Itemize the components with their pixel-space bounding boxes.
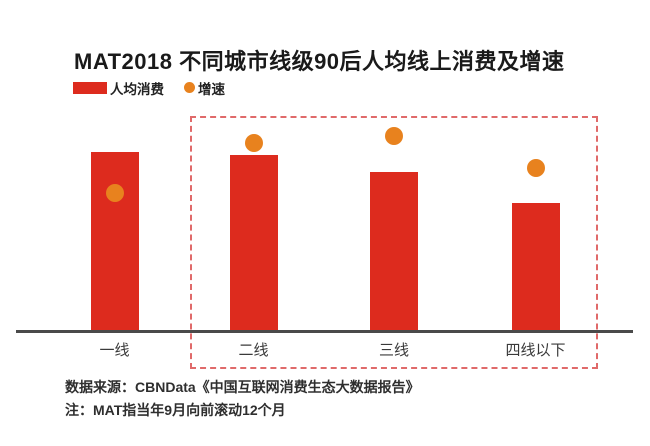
growth-dot-三线 (385, 127, 403, 145)
bar-三线 (370, 172, 418, 332)
x-label-三线: 三线 (378, 342, 409, 359)
growth-dot-一线 (105, 184, 124, 202)
bar-二线 (229, 155, 278, 332)
growth-dot-四线以下 (526, 159, 545, 177)
legend-dot-swatch (184, 82, 195, 93)
bar-四线以下 (511, 203, 560, 332)
footer: 数据来源：CBNData《中国互联网消费生态大数据报告》 注：MAT指当年9月向… (65, 376, 420, 422)
growth-dot-二线 (244, 134, 263, 152)
legend-dot-label: 增速 (198, 81, 225, 97)
x-axis-line (16, 330, 633, 333)
x-label-四线以下: 四线以下 (505, 342, 566, 359)
chart-title: MAT2018 不同城市线级90后人均线上消费及增速 (74, 49, 565, 74)
data-source-note: 数据来源：CBNData《中国互联网消费生态大数据报告》 (65, 379, 420, 395)
x-label-一线: 一线 (99, 342, 130, 359)
legend: 人均消费 增速 (73, 80, 225, 97)
bar-一线 (90, 152, 139, 332)
x-label-二线: 二线 (238, 342, 269, 359)
legend-bar-label: 人均消费 (110, 81, 164, 97)
mat-definition-note: 注：MAT指当年9月向前滚动12个月 (65, 402, 286, 418)
highlight-box (190, 116, 598, 369)
legend-bar-swatch (73, 81, 107, 94)
